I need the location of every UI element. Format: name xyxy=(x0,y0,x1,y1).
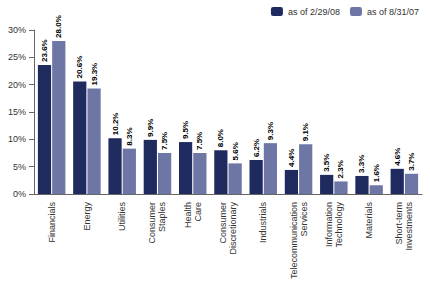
svg-text:15%: 15% xyxy=(8,107,26,117)
svg-text:9.3%: 9.3% xyxy=(266,122,275,140)
svg-text:Discretionary: Discretionary xyxy=(228,202,238,255)
svg-text:23.6%: 23.6% xyxy=(40,39,49,62)
svg-text:as of 8/31/07: as of 8/31/07 xyxy=(367,7,419,17)
svg-text:8.0%: 8.0% xyxy=(216,129,225,147)
svg-text:Information: Information xyxy=(324,202,334,247)
svg-text:2.3%: 2.3% xyxy=(336,160,345,178)
svg-text:Consumer: Consumer xyxy=(218,202,228,244)
svg-text:9.1%: 9.1% xyxy=(301,123,310,141)
svg-text:Industrials: Industrials xyxy=(258,202,268,244)
svg-text:4.6%: 4.6% xyxy=(393,148,402,166)
svg-text:20%: 20% xyxy=(8,80,26,90)
svg-text:9.9%: 9.9% xyxy=(146,119,155,137)
svg-text:Short-term: Short-term xyxy=(394,202,404,245)
svg-text:Health: Health xyxy=(183,202,193,228)
svg-text:Staples: Staples xyxy=(157,202,167,233)
svg-text:5.6%: 5.6% xyxy=(231,142,240,160)
svg-text:as of 2/29/08: as of 2/29/08 xyxy=(288,7,340,17)
svg-text:1.6%: 1.6% xyxy=(372,164,381,182)
svg-text:Materials: Materials xyxy=(364,202,374,239)
svg-text:3.3%: 3.3% xyxy=(357,155,366,173)
svg-text:Care: Care xyxy=(193,202,203,222)
svg-text:Energy: Energy xyxy=(82,202,92,231)
svg-text:9.5%: 9.5% xyxy=(181,121,190,139)
svg-text:28.0%: 28.0% xyxy=(54,15,63,38)
svg-text:25%: 25% xyxy=(8,52,26,62)
svg-text:3.7%: 3.7% xyxy=(407,153,416,171)
svg-text:7.5%: 7.5% xyxy=(160,132,169,150)
svg-text:Technology: Technology xyxy=(334,202,344,248)
svg-text:Investments: Investments xyxy=(404,202,414,251)
svg-text:8.3%: 8.3% xyxy=(125,127,134,145)
svg-text:7.5%: 7.5% xyxy=(195,132,204,150)
svg-text:4.4%: 4.4% xyxy=(287,149,296,167)
svg-text:10%: 10% xyxy=(8,134,26,144)
svg-text:Telecommunication: Telecommunication xyxy=(289,202,299,279)
svg-text:30%: 30% xyxy=(8,25,26,35)
svg-text:6.2%: 6.2% xyxy=(252,139,261,157)
svg-text:5%: 5% xyxy=(13,162,26,172)
svg-text:Services: Services xyxy=(299,202,309,237)
svg-text:0%: 0% xyxy=(13,189,26,199)
svg-text:3.5%: 3.5% xyxy=(322,154,331,172)
svg-text:Consumer: Consumer xyxy=(147,202,157,244)
svg-text:20.6%: 20.6% xyxy=(75,56,84,79)
svg-text:19.3%: 19.3% xyxy=(90,63,99,86)
svg-text:Utilities: Utilities xyxy=(117,202,127,232)
svg-text:10.2%: 10.2% xyxy=(111,113,120,136)
svg-text:Financials: Financials xyxy=(47,202,57,243)
